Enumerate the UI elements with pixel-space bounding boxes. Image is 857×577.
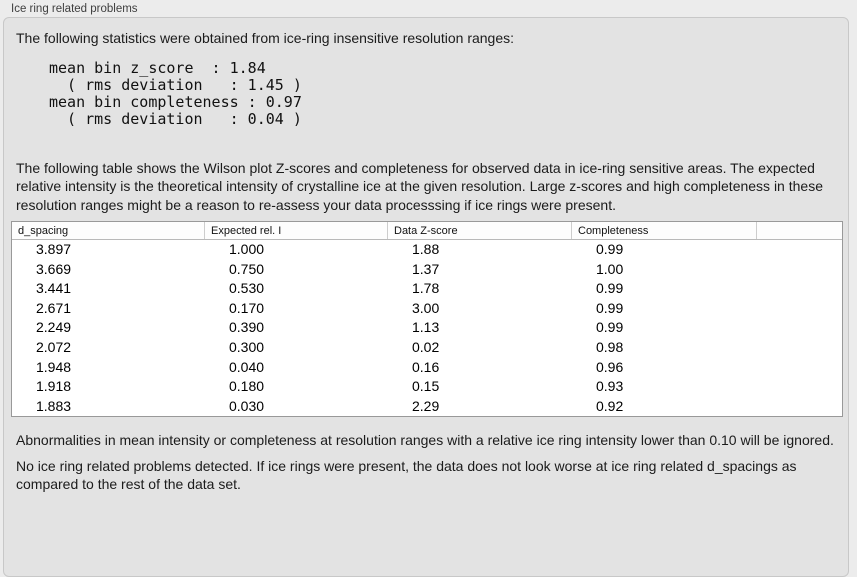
conclusion-note: No ice ring related problems detected. I… [16, 457, 797, 493]
column-header-d-spacing[interactable]: d_spacing [12, 222, 205, 239]
ice-ring-group-box: The following statistics were obtained f… [3, 17, 849, 577]
table-row[interactable]: 3.897 1.000 1.88 0.99 [12, 240, 842, 260]
table-cell-expected-rel-i: 0.750 [229, 260, 265, 277]
table-cell-expected-rel-i: 0.390 [229, 319, 265, 336]
table-cell-data-z-score: 1.88 [412, 241, 440, 257]
table-cell-completeness: 0.99 [596, 299, 624, 316]
table-cell-completeness: 0.99 [596, 241, 624, 257]
table-cell-expected-rel-i: 0.300 [229, 338, 265, 355]
table-cell-d-spacing: 1.883 [36, 397, 72, 414]
table-cell-completeness: 1.00 [596, 260, 624, 277]
statistics-block: mean bin z_score : 1.84 ( rms deviation … [49, 58, 302, 128]
table-row[interactable]: 1.948 0.040 0.16 0.96 [12, 358, 842, 378]
table-cell-d-spacing: 3.441 [36, 280, 72, 297]
table-cell-data-z-score: 3.00 [412, 299, 440, 316]
table-row[interactable]: 3.441 0.530 1.78 0.99 [12, 279, 842, 299]
panel-title: Ice ring related problems [11, 3, 138, 15]
table-cell-expected-rel-i: 0.180 [229, 378, 265, 395]
table-cell-d-spacing: 2.072 [36, 338, 72, 355]
table-body: 3.897 1.000 1.88 0.99 3.669 0.750 1.37 1.00 3.44… [12, 240, 842, 416]
table-cell-expected-rel-i: 0.040 [229, 358, 265, 375]
intro-text: The following statistics were obtained f… [16, 30, 515, 46]
table-cell-expected-rel-i: 0.530 [229, 280, 265, 297]
table-cell-expected-rel-i: 0.030 [229, 397, 265, 414]
table-cell-d-spacing: 3.897 [36, 241, 72, 257]
table-cell-d-spacing: 2.671 [36, 299, 72, 316]
table-row[interactable]: 1.918 0.180 0.15 0.93 [12, 377, 842, 397]
table-cell-d-spacing: 1.918 [36, 378, 72, 395]
column-header-expected-rel-i[interactable]: Expected rel. I [205, 222, 388, 239]
ice-ring-table: d_spacing Expected rel. I Data Z-score Comp… [11, 221, 843, 418]
table-cell-data-z-score: 2.29 [412, 397, 440, 414]
column-header-data-z-score[interactable]: Data Z-score [388, 222, 572, 239]
column-header-completeness[interactable]: Completeness [572, 222, 757, 239]
table-cell-completeness: 0.99 [596, 319, 624, 336]
table-cell-completeness: 0.99 [596, 280, 624, 297]
table-cell-data-z-score: 0.16 [412, 358, 440, 375]
table-cell-d-spacing: 3.669 [36, 260, 72, 277]
table-row[interactable]: 3.669 0.750 1.37 1.00 [12, 260, 842, 280]
table-cell-expected-rel-i: 1.000 [229, 241, 265, 257]
table-row[interactable]: 2.671 0.170 3.00 0.99 [12, 299, 842, 319]
column-header-empty[interactable] [757, 222, 842, 239]
description-text: The following table shows the Wilson plo… [16, 159, 823, 213]
table-cell-data-z-score: 1.37 [412, 260, 440, 277]
group-box-content: The following statistics were obtained f… [4, 18, 848, 494]
table-header-row: d_spacing Expected rel. I Data Z-score Comp… [12, 222, 842, 240]
table-cell-d-spacing: 2.249 [36, 319, 72, 336]
table-cell-data-z-score: 0.02 [412, 338, 440, 355]
table-cell-completeness: 0.96 [596, 358, 624, 375]
table-cell-d-spacing: 1.948 [36, 358, 72, 375]
table-cell-completeness: 0.98 [596, 338, 624, 355]
table-cell-data-z-score: 1.78 [412, 280, 440, 297]
table-row[interactable]: 2.249 0.390 1.13 0.99 [12, 318, 842, 338]
table-cell-expected-rel-i: 0.170 [229, 299, 265, 316]
table-cell-data-z-score: 1.13 [412, 319, 440, 336]
ignore-rule-note: Abnormalities in mean intensity or compl… [16, 432, 834, 449]
table-cell-completeness: 0.92 [596, 397, 624, 414]
table-row[interactable]: 2.072 0.300 0.02 0.98 [12, 338, 842, 358]
table-cell-data-z-score: 0.15 [412, 378, 440, 395]
table-row[interactable]: 1.883 0.030 2.29 0.92 [12, 397, 842, 417]
table-cell-completeness: 0.93 [596, 378, 624, 395]
